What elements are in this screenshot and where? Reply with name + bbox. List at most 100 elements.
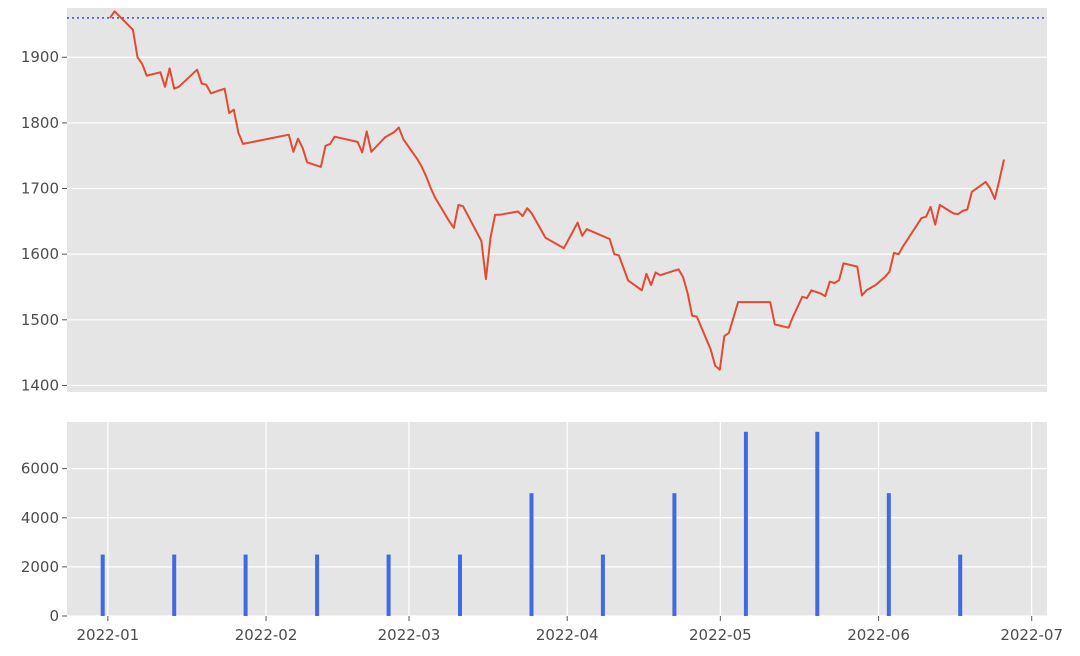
price-point — [930, 206, 931, 208]
price-point — [618, 255, 620, 256]
price-point — [889, 271, 890, 273]
price-point — [329, 143, 331, 145]
price-point — [861, 295, 863, 296]
price-point — [723, 335, 725, 337]
price-point — [719, 369, 721, 371]
price-point — [224, 88, 226, 90]
price-point — [953, 213, 954, 214]
price-point — [485, 278, 487, 280]
x-tick-label: 2022-01 — [76, 626, 139, 644]
price-point — [774, 324, 776, 325]
volume-bar — [100, 554, 105, 616]
price-point — [196, 69, 198, 71]
price-point — [966, 209, 968, 210]
price-point — [806, 297, 808, 299]
price-point — [893, 252, 895, 254]
price-point — [838, 280, 840, 281]
price-point — [769, 301, 771, 303]
price-point — [925, 216, 927, 218]
price-point — [545, 237, 546, 239]
price-point — [921, 217, 922, 219]
price-point — [361, 152, 363, 153]
price-point — [526, 207, 528, 209]
price-point — [288, 134, 290, 136]
plot-background — [67, 422, 1047, 616]
price-point — [999, 179, 1000, 181]
price-point — [173, 88, 175, 90]
price-point — [490, 237, 491, 239]
price-point — [178, 86, 180, 88]
price-point — [160, 71, 161, 73]
price-point — [577, 222, 578, 224]
price-point — [902, 245, 904, 247]
price-point — [517, 211, 519, 212]
y-tick-label: 6000 — [21, 460, 59, 478]
price-point — [205, 84, 207, 86]
price-point — [141, 63, 143, 65]
volume-bar-chart: 0 2000 4000 6000 2022-01 2022-02 2022-03 2022-0… — [21, 422, 1063, 644]
price-point — [989, 188, 991, 189]
price-point — [109, 17, 111, 19]
price-point — [366, 131, 368, 132]
price-line-chart: 1400 1500 1600 1700 1800 1900 — [21, 8, 1047, 394]
volume-bar — [815, 431, 820, 616]
y-tick-label: 1900 — [21, 48, 59, 66]
price-point — [728, 332, 730, 334]
price-point — [357, 141, 358, 143]
price-point — [169, 68, 171, 69]
price-point — [613, 253, 615, 255]
price-point — [462, 205, 464, 207]
price-point — [792, 316, 794, 317]
price-point — [398, 127, 400, 128]
volume-bar — [172, 554, 177, 616]
volume-bar — [458, 554, 462, 616]
price-point — [448, 220, 450, 222]
price-point — [132, 29, 134, 31]
volume-bar — [529, 493, 534, 616]
price-point — [714, 365, 716, 367]
price-point — [811, 289, 812, 291]
price-point — [242, 143, 244, 145]
price-point — [682, 276, 684, 278]
x-tick-label: 2022-03 — [378, 626, 441, 644]
price-point — [481, 240, 482, 242]
price-point — [710, 348, 711, 350]
price-point — [499, 214, 501, 216]
y-tick-label: 4000 — [21, 509, 59, 527]
price-point — [325, 145, 326, 147]
price-point — [228, 112, 230, 114]
price-point — [627, 280, 629, 281]
price-point — [678, 268, 679, 270]
price-point — [829, 281, 831, 283]
price-point — [820, 293, 821, 294]
price-point — [824, 295, 826, 297]
price-point — [137, 56, 138, 58]
price-point — [531, 213, 533, 214]
volume-bar — [886, 493, 891, 616]
x-tick-label: 2022-04 — [536, 626, 599, 644]
volume-bar — [600, 554, 605, 616]
volume-bar — [386, 554, 391, 616]
price-point — [843, 262, 844, 264]
volume-bar — [243, 554, 248, 616]
x-tick-label: 2022-05 — [689, 626, 752, 644]
price-point — [646, 273, 647, 275]
x-tick-label: 2022-07 — [1000, 626, 1063, 644]
price-point — [934, 224, 936, 226]
price-point — [306, 161, 308, 163]
price-point — [696, 316, 698, 317]
price-point — [898, 253, 899, 255]
price-point — [866, 289, 867, 291]
price-point — [650, 284, 652, 286]
y-tick-label: 1500 — [21, 311, 59, 329]
price-point — [655, 272, 656, 273]
price-point — [609, 238, 611, 240]
price-point — [1003, 159, 1005, 161]
price-point — [788, 327, 789, 329]
price-point — [425, 176, 427, 178]
price-point — [494, 214, 496, 216]
price-point — [421, 166, 423, 168]
volume-bar — [672, 493, 677, 616]
price-point — [659, 274, 661, 276]
